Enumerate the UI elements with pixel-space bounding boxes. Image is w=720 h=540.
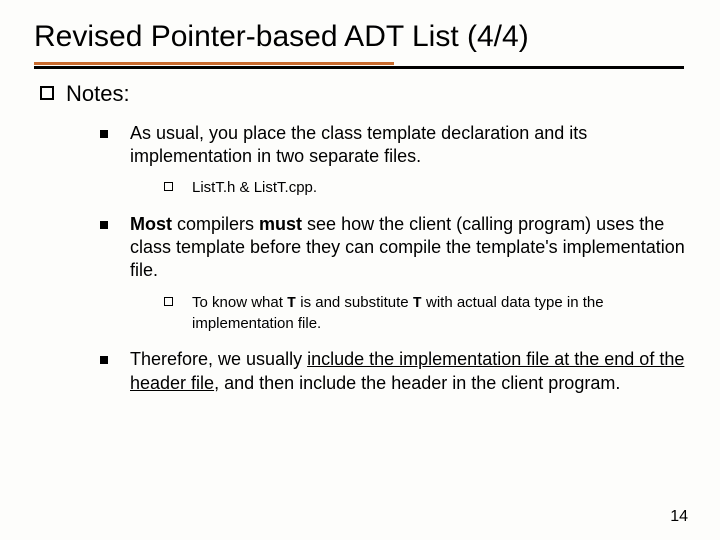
- square-fill-icon: [100, 122, 130, 169]
- bullet-3: Therefore, we usually include the implem…: [100, 348, 686, 395]
- slide-title: Revised Pointer-based ADT List (4/4): [34, 18, 686, 56]
- bullet-2-sub-text: To know what T is and substitute T with …: [192, 293, 686, 335]
- bold-most: Most: [130, 214, 172, 234]
- mono-T1: T: [287, 295, 296, 312]
- square-small-icon: [164, 178, 192, 198]
- bullet-notes: Notes:: [40, 81, 686, 108]
- square-open-icon: [40, 81, 66, 108]
- bullet-1: As usual, you place the class template d…: [100, 122, 686, 169]
- b2-mid1: compilers: [172, 214, 259, 234]
- slide: Revised Pointer-based ADT List (4/4) Not…: [0, 0, 720, 540]
- bullet-1-text: As usual, you place the class template d…: [130, 122, 686, 169]
- rule-main: [34, 66, 684, 69]
- notes-label: Notes:: [66, 81, 130, 108]
- square-fill-icon: [100, 348, 130, 395]
- bullet-3-text: Therefore, we usually include the implem…: [130, 348, 686, 395]
- rule-accent: [34, 62, 394, 65]
- title-underline: [34, 62, 686, 69]
- b2s-mid: is and substitute: [296, 294, 413, 311]
- b3-pre: Therefore, we usually: [130, 349, 307, 369]
- mono-T2: T: [413, 295, 422, 312]
- square-fill-icon: [100, 213, 130, 283]
- b2s-pre: To know what: [192, 294, 287, 311]
- bullet-2-sub: To know what T is and substitute T with …: [164, 293, 686, 335]
- page-number: 14: [670, 508, 688, 526]
- bullet-2: Most compilers must see how the client (…: [100, 213, 686, 283]
- b3-post: , and then include the header in the cli…: [214, 373, 620, 393]
- square-small-icon: [164, 293, 192, 335]
- bullet-1-sub-text: ListT.h & ListT.cpp.: [192, 178, 317, 198]
- bold-must: must: [259, 214, 302, 234]
- bullet-1-sub: ListT.h & ListT.cpp.: [164, 178, 686, 198]
- bullet-2-text: Most compilers must see how the client (…: [130, 213, 686, 283]
